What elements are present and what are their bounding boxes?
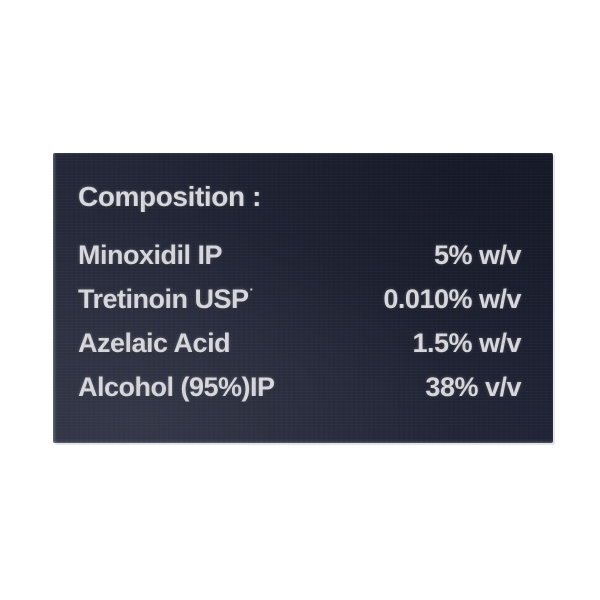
ingredient-list: Minoxidil IP 5% w/v Tretinoin USP· 0.010…	[78, 233, 522, 409]
ingredient-amount: 1.5% w/v	[412, 327, 521, 358]
ingredient-name: Tretinoin USP·	[78, 281, 254, 315]
ingredient-row-tretinoin: Tretinoin USP· 0.010% w/v	[78, 277, 521, 321]
ingredient-row-minoxidil: Minoxidil IP 5% w/v	[78, 233, 522, 277]
ingredient-name-text: Tretinoin USP	[78, 283, 249, 314]
ingredient-name: Minoxidil IP	[78, 239, 223, 270]
ingredient-row-azelaic-acid: Azelaic Acid 1.5% w/v	[78, 321, 521, 365]
ingredient-name: Azelaic Acid	[78, 327, 231, 358]
ingredient-name: Alcohol (95%)IP	[78, 371, 275, 402]
ingredient-row-alcohol: Alcohol (95%)IP 38% v/v	[78, 365, 521, 409]
composition-heading: Composition :	[78, 181, 261, 212]
ingredient-amount: 5% w/v	[433, 239, 522, 270]
reference-mark: ·	[249, 281, 254, 297]
composition-label-panel: Composition : Minoxidil IP 5% w/v Tretin…	[53, 153, 553, 443]
ingredient-amount: 38% v/v	[425, 371, 521, 402]
ingredient-amount: 0.010% w/v	[383, 283, 521, 314]
